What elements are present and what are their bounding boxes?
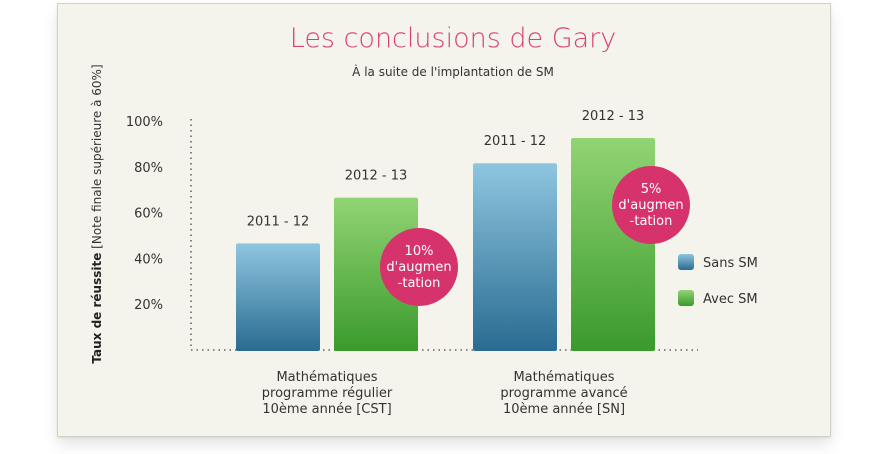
bar-year-label: 2012 - 13 [582,109,645,124]
bar-year-label: 2011 - 12 [484,134,547,149]
bar-year-label: 2012 - 13 [345,169,408,184]
legend-label: Sans SM [703,256,758,271]
y-axis-label-rest: [Note finale supérieure à 60%] [90,64,104,252]
increase-bubble-text: -tation [630,214,673,229]
y-tick-label: 20% [134,298,163,313]
bar-chart: Les conclusions de Gary À la suite de l'… [90,23,758,417]
legend-label: Avec SM [703,292,758,307]
increase-bubble-text: d'augmen [386,260,451,275]
category-label: programme régulier [262,386,393,401]
y-tick-label: 60% [134,207,163,222]
chart-subtitle: À la suite de l'implantation de SM [352,64,554,79]
legend-swatch [678,254,694,270]
chart-card: Les conclusions de Gary À la suite de l'… [57,3,831,437]
increase-bubble [612,166,690,244]
category-label: 10ème année [SN] [503,402,625,417]
chart-title: Les conclusions de Gary [290,23,617,54]
y-axis-label-bold: Taux de réussite [90,253,104,364]
increase-bubble [380,228,458,306]
increase-bubble-text: -tation [398,276,441,291]
category-label: Mathématiques [276,370,377,385]
category-label: 10ème année [CST] [262,402,391,417]
y-axis-label: Taux de réussite [Note finale supérieure… [90,64,104,363]
increase-bubble-text: 5% [641,182,662,197]
y-tick-label: 100% [126,115,163,130]
category-label: Mathématiques [513,370,614,385]
y-tick-label: 80% [134,161,163,176]
category-label: programme avancé [500,386,627,401]
bar-sans-sm-2 [473,163,557,351]
increase-bubble-text: d'augmen [618,198,683,213]
y-tick-label: 40% [134,252,163,267]
bar-year-label: 2011 - 12 [247,214,310,229]
legend-swatch [678,290,694,306]
increase-bubble-text: 10% [405,244,434,259]
bar-sans-sm-1 [236,243,320,351]
